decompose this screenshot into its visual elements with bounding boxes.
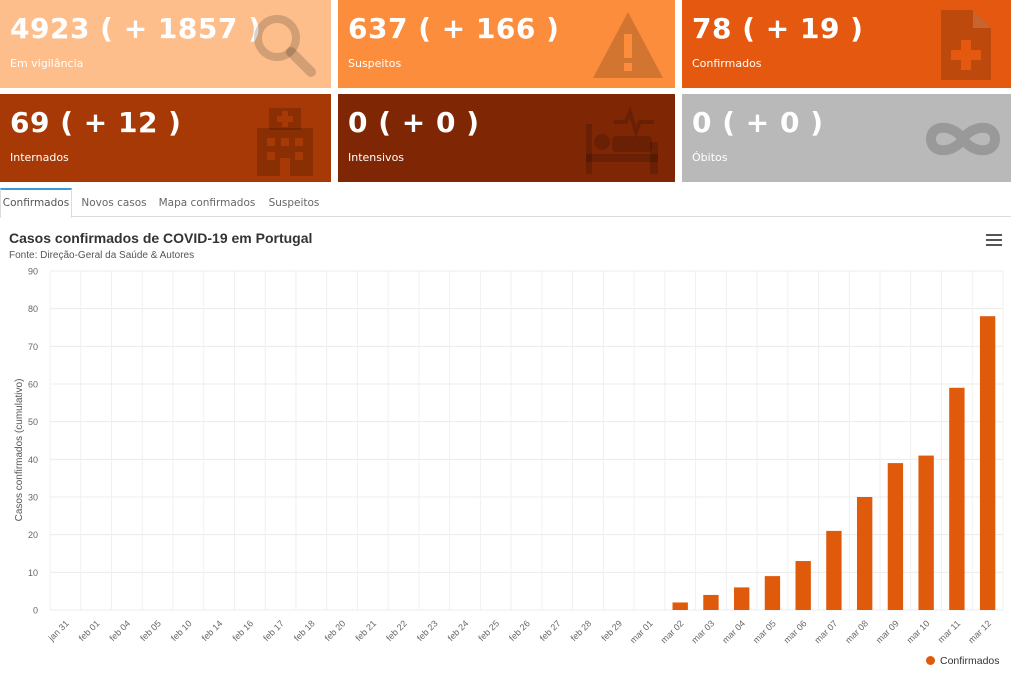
chart-subtitle: Fonte: Direção-Geral da Saúde & Autores bbox=[9, 250, 195, 261]
card-value: 4923 ( + 1857 ) bbox=[10, 12, 262, 45]
hospital-bed-icon bbox=[586, 105, 658, 174]
card-label: Confirmados bbox=[692, 57, 762, 70]
warning-icon bbox=[593, 12, 663, 78]
y-tick-label: 60 bbox=[28, 380, 38, 390]
x-tick-label: feb 22 bbox=[384, 618, 409, 643]
card-label: Em vigilância bbox=[10, 57, 84, 70]
x-tick-label: feb 21 bbox=[353, 618, 378, 643]
tab-suspeitos[interactable]: Suspeitos bbox=[268, 197, 320, 209]
card-label: Suspeitos bbox=[348, 57, 402, 70]
card-confirmados: 78 ( + 19 ) Confirmados bbox=[682, 0, 1011, 88]
infinity-icon bbox=[925, 122, 1001, 156]
y-tick-label: 50 bbox=[28, 417, 38, 427]
x-tick-label: feb 14 bbox=[200, 618, 225, 643]
x-tick-label: feb 05 bbox=[138, 618, 163, 643]
medical-file-icon bbox=[941, 10, 991, 80]
hospital-icon bbox=[257, 108, 313, 176]
y-tick-label: 40 bbox=[28, 455, 38, 465]
bar-mar-12[interactable] bbox=[979, 316, 996, 610]
y-tick-label: 0 bbox=[33, 606, 38, 616]
x-tick-label: feb 20 bbox=[323, 618, 348, 643]
card-value: 637 ( + 166 ) bbox=[348, 12, 560, 45]
y-tick-label: 30 bbox=[28, 493, 38, 503]
legend-label: Confirmados bbox=[940, 655, 1000, 667]
tab-confirmados[interactable]: Confirmados bbox=[0, 188, 72, 218]
legend-item-confirmados[interactable]: Confirmados bbox=[926, 655, 1000, 667]
card-value: 0 ( + 0 ) bbox=[348, 106, 480, 139]
x-tick-label: mar 01 bbox=[628, 618, 655, 645]
bar-mar-11[interactable] bbox=[949, 387, 965, 610]
x-tick-label: mar 04 bbox=[720, 618, 747, 645]
bar-mar-10[interactable] bbox=[918, 455, 934, 610]
card-intensivos: 0 ( + 0 ) Intensivos bbox=[338, 94, 675, 182]
card-suspeitos: 637 ( + 166 ) Suspeitos bbox=[338, 0, 675, 88]
x-tick-label: feb 27 bbox=[538, 618, 563, 643]
search-icon bbox=[254, 15, 316, 77]
bar-mar-02[interactable] bbox=[672, 602, 688, 610]
x-tick-label: mar 12 bbox=[966, 618, 993, 645]
x-tick-label: mar 11 bbox=[936, 618, 962, 644]
legend-marker bbox=[926, 656, 935, 665]
bar-mar-03[interactable] bbox=[703, 594, 719, 610]
y-tick-label: 70 bbox=[28, 342, 38, 352]
chart-title: Casos confirmados de COVID-19 em Portuga… bbox=[9, 230, 313, 246]
card-value: 69 ( + 12 ) bbox=[10, 106, 182, 139]
card-value: 78 ( + 19 ) bbox=[692, 12, 864, 45]
y-tick-label: 80 bbox=[28, 304, 38, 314]
x-tick-label: feb 29 bbox=[599, 618, 624, 643]
tab-mapa-confirmados[interactable]: Mapa confirmados bbox=[158, 197, 256, 209]
x-tick-label: mar 10 bbox=[905, 618, 932, 645]
bar-mar-07[interactable] bbox=[826, 530, 842, 610]
card-value: 0 ( + 0 ) bbox=[692, 106, 824, 139]
card-internados: 69 ( + 12 ) Internados bbox=[0, 94, 331, 182]
bar-mar-06[interactable] bbox=[795, 561, 811, 610]
y-tick-label: 90 bbox=[28, 267, 38, 277]
bar-mar-04[interactable] bbox=[734, 587, 750, 610]
x-tick-label: feb 18 bbox=[292, 618, 317, 643]
bar-mar-08[interactable] bbox=[856, 497, 873, 610]
x-tick-label: feb 25 bbox=[476, 618, 501, 643]
x-tick-label: mar 06 bbox=[782, 618, 809, 645]
x-tick-label: feb 26 bbox=[507, 618, 532, 643]
card-vigilancia: 4923 ( + 1857 ) Em vigilância bbox=[0, 0, 331, 88]
card-label: Internados bbox=[10, 151, 69, 164]
x-tick-label: mar 09 bbox=[874, 618, 901, 645]
x-tick-label: mar 05 bbox=[751, 618, 778, 645]
card-label: Óbitos bbox=[692, 151, 728, 164]
bar-mar-09[interactable] bbox=[887, 463, 904, 610]
y-tick-label: 10 bbox=[28, 568, 38, 578]
x-tick-label: mar 08 bbox=[843, 618, 870, 645]
x-tick-label: feb 01 bbox=[77, 618, 102, 643]
x-tick-label: feb 28 bbox=[569, 618, 594, 643]
x-tick-label: feb 16 bbox=[230, 618, 255, 643]
x-tick-label: jan 31 bbox=[46, 618, 71, 643]
x-tick-label: feb 23 bbox=[415, 618, 440, 643]
x-tick-label: feb 17 bbox=[261, 618, 286, 643]
x-tick-label: feb 04 bbox=[107, 618, 132, 643]
y-axis-label: Casos confirmados (cumulativo) bbox=[14, 379, 25, 522]
y-tick-label: 20 bbox=[28, 530, 38, 540]
x-tick-label: feb 10 bbox=[169, 618, 194, 643]
x-tick-label: mar 07 bbox=[812, 618, 839, 645]
chart-tabs: Confirmados Novos casos Mapa confirmados… bbox=[0, 188, 1011, 218]
x-tick-label: mar 02 bbox=[659, 618, 686, 645]
bar-mar-05[interactable] bbox=[764, 576, 781, 610]
card-label: Intensivos bbox=[348, 151, 405, 164]
card-obitos: 0 ( + 0 ) Óbitos bbox=[682, 94, 1011, 182]
x-tick-label: mar 03 bbox=[689, 618, 716, 645]
hamburger-menu-icon[interactable] bbox=[986, 234, 1002, 248]
x-tick-label: feb 24 bbox=[446, 618, 471, 643]
tab-novos-casos[interactable]: Novos casos bbox=[81, 197, 147, 209]
